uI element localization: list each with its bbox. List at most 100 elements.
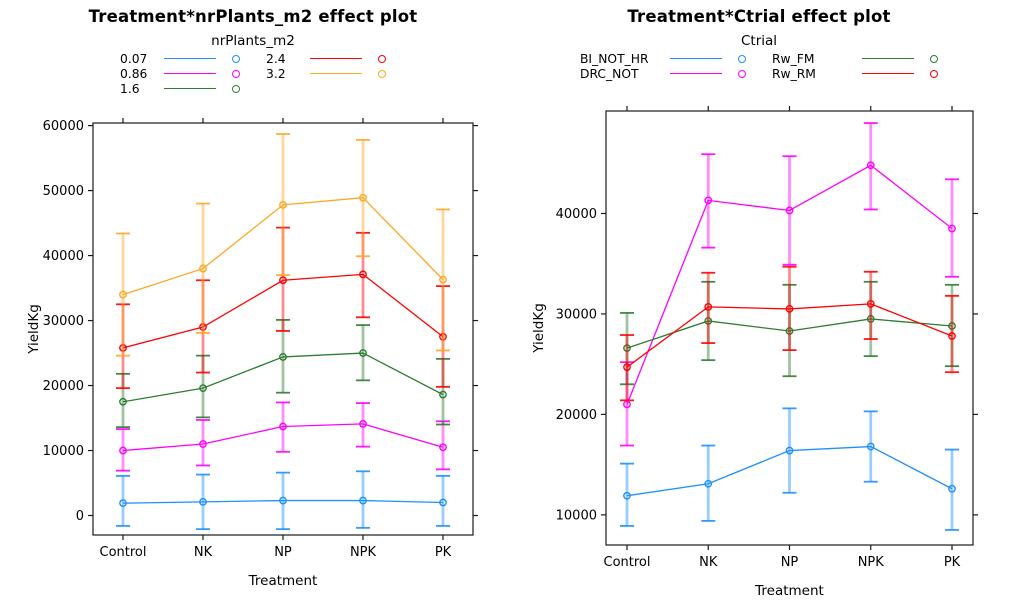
data-point-marker — [704, 196, 713, 205]
legend-marker-icon — [738, 69, 746, 78]
legend-marker-icon — [930, 54, 938, 63]
y-tick-label: 20000 — [43, 379, 84, 394]
legend-line-swatch — [310, 73, 362, 74]
series-line — [626, 318, 953, 349]
legend-marker-icon — [232, 84, 240, 93]
data-point-marker — [439, 275, 447, 284]
x-tick-label: NPK — [858, 555, 885, 570]
legend-line-swatch — [862, 58, 914, 59]
legend-title: Ctrial — [740, 33, 778, 49]
legend-ctrial: Ctrial BI_NOT_HR DRC_NOT Rw_FM Rw_RM — [506, 33, 1012, 81]
legend-entry: 3.2 — [266, 66, 386, 81]
series-line — [626, 303, 953, 368]
data-point-marker — [279, 276, 287, 285]
data-point-marker — [359, 419, 367, 428]
data-point-marker — [948, 484, 956, 493]
legend-column: 2.4 3.2 — [266, 51, 386, 81]
x-tick-label: Control — [604, 555, 651, 570]
legend-entry: 2.4 — [266, 51, 386, 66]
data-point-marker — [199, 384, 207, 393]
x-tick-label: PK — [944, 555, 961, 570]
x-axis-title: Treatment — [754, 583, 824, 599]
series-line — [626, 164, 953, 405]
x-tick-label: NK — [194, 545, 213, 560]
data-point-marker — [785, 305, 794, 313]
data-point-marker — [359, 193, 367, 202]
data-point-marker — [623, 363, 631, 372]
data-point-marker — [866, 442, 875, 451]
data-point-marker — [866, 315, 875, 323]
data-point-marker — [119, 343, 127, 352]
y-tick-label: 10000 — [556, 508, 597, 523]
legend-entries: 0.07 0.86 1.6 2.4 3.2 — [120, 51, 386, 96]
data-point-marker — [866, 299, 875, 308]
series-line — [626, 445, 953, 497]
data-point-marker — [359, 270, 367, 279]
data-point-marker — [948, 332, 956, 340]
data-point-marker — [439, 443, 447, 452]
data-point-marker — [199, 440, 207, 448]
legend-entry: 0.86 — [120, 66, 240, 81]
series-line — [122, 423, 444, 452]
legend-entry: Rw_FM — [772, 51, 938, 66]
legend-line-swatch — [164, 58, 216, 59]
x-tick-label: NK — [699, 555, 718, 570]
x-axis-title: Treatment — [248, 573, 318, 589]
legend-entries: BI_NOT_HR DRC_NOT Rw_FM Rw_RM — [580, 51, 938, 81]
plot-treatment-nrplants: 0 10000 20000 30000 40000 50000 60000 Control NK… — [26, 118, 478, 589]
data-point-marker — [119, 499, 127, 508]
legend-nrplants: nrPlants_m2 0.07 0.86 1.6 2.4 3.2 — [0, 33, 506, 96]
legend-title: nrPlants_m2 — [211, 33, 295, 49]
legend-entry-label: 1.6 — [120, 81, 140, 96]
legend-line-swatch — [164, 88, 216, 89]
legend-marker-icon — [378, 69, 386, 78]
legend-entry-label: Rw_FM — [772, 51, 815, 66]
y-tick-label: 60000 — [43, 119, 84, 134]
data-point-marker — [199, 323, 207, 331]
y-tick-label: 30000 — [43, 314, 84, 329]
x-tick-label: NP — [781, 555, 799, 570]
y-tick-label: 40000 — [43, 249, 84, 264]
data-point-marker — [119, 290, 127, 299]
data-point-marker — [623, 491, 631, 500]
panel-title: Treatment*nrPlants_m2 effect plot — [88, 7, 418, 26]
legend-entry-label: 3.2 — [266, 66, 286, 81]
legend-line-swatch — [670, 73, 722, 74]
data-point-marker — [439, 332, 447, 341]
data-point-marker — [279, 200, 287, 209]
legend-column: BI_NOT_HR DRC_NOT — [580, 51, 746, 81]
legend-line-swatch — [670, 58, 722, 59]
data-point-marker — [279, 496, 287, 505]
y-tick-label: 40000 — [556, 207, 597, 222]
data-point-marker — [948, 224, 956, 233]
panel-title: Treatment*Ctrial effect plot — [627, 7, 891, 26]
panel-treatment-nrplants: Treatment*nrPlants_m2 effect plot nrPlan… — [0, 7, 506, 589]
legend-entry-label: 2.4 — [266, 51, 286, 66]
data-point-marker — [785, 206, 794, 215]
plot-treatment-ctrial: 10000 20000 30000 40000 Control NK NP NPK PK Trea… — [531, 106, 978, 599]
y-tick-label: 0 — [76, 509, 84, 524]
data-point-marker — [785, 446, 794, 455]
y-tick-label: 30000 — [556, 307, 597, 322]
data-point-marker — [359, 349, 367, 357]
legend-column: 0.07 0.86 1.6 — [120, 51, 240, 96]
data-point-marker — [704, 317, 713, 325]
legend-marker-icon — [378, 54, 386, 63]
series-line — [122, 352, 444, 403]
series-line — [122, 273, 444, 349]
y-axis-title: YieldKg — [531, 303, 547, 354]
data-point-marker — [119, 446, 127, 455]
legend-entry-label: 0.86 — [120, 66, 148, 81]
y-tick-label: 20000 — [556, 408, 597, 423]
legend-entry-label: 0.07 — [120, 51, 148, 66]
data-point-marker — [704, 479, 713, 488]
data-point-marker — [948, 322, 956, 330]
x-tick-label: NP — [274, 545, 292, 560]
legend-marker-icon — [232, 69, 240, 78]
panel-treatment-ctrial: Treatment*Ctrial effect plot Ctrial BI_N… — [506, 0, 1012, 613]
legend-marker-icon — [930, 69, 938, 78]
series-line — [122, 499, 444, 504]
data-point-marker — [359, 496, 367, 505]
legend-entry: 0.07 — [120, 51, 240, 66]
